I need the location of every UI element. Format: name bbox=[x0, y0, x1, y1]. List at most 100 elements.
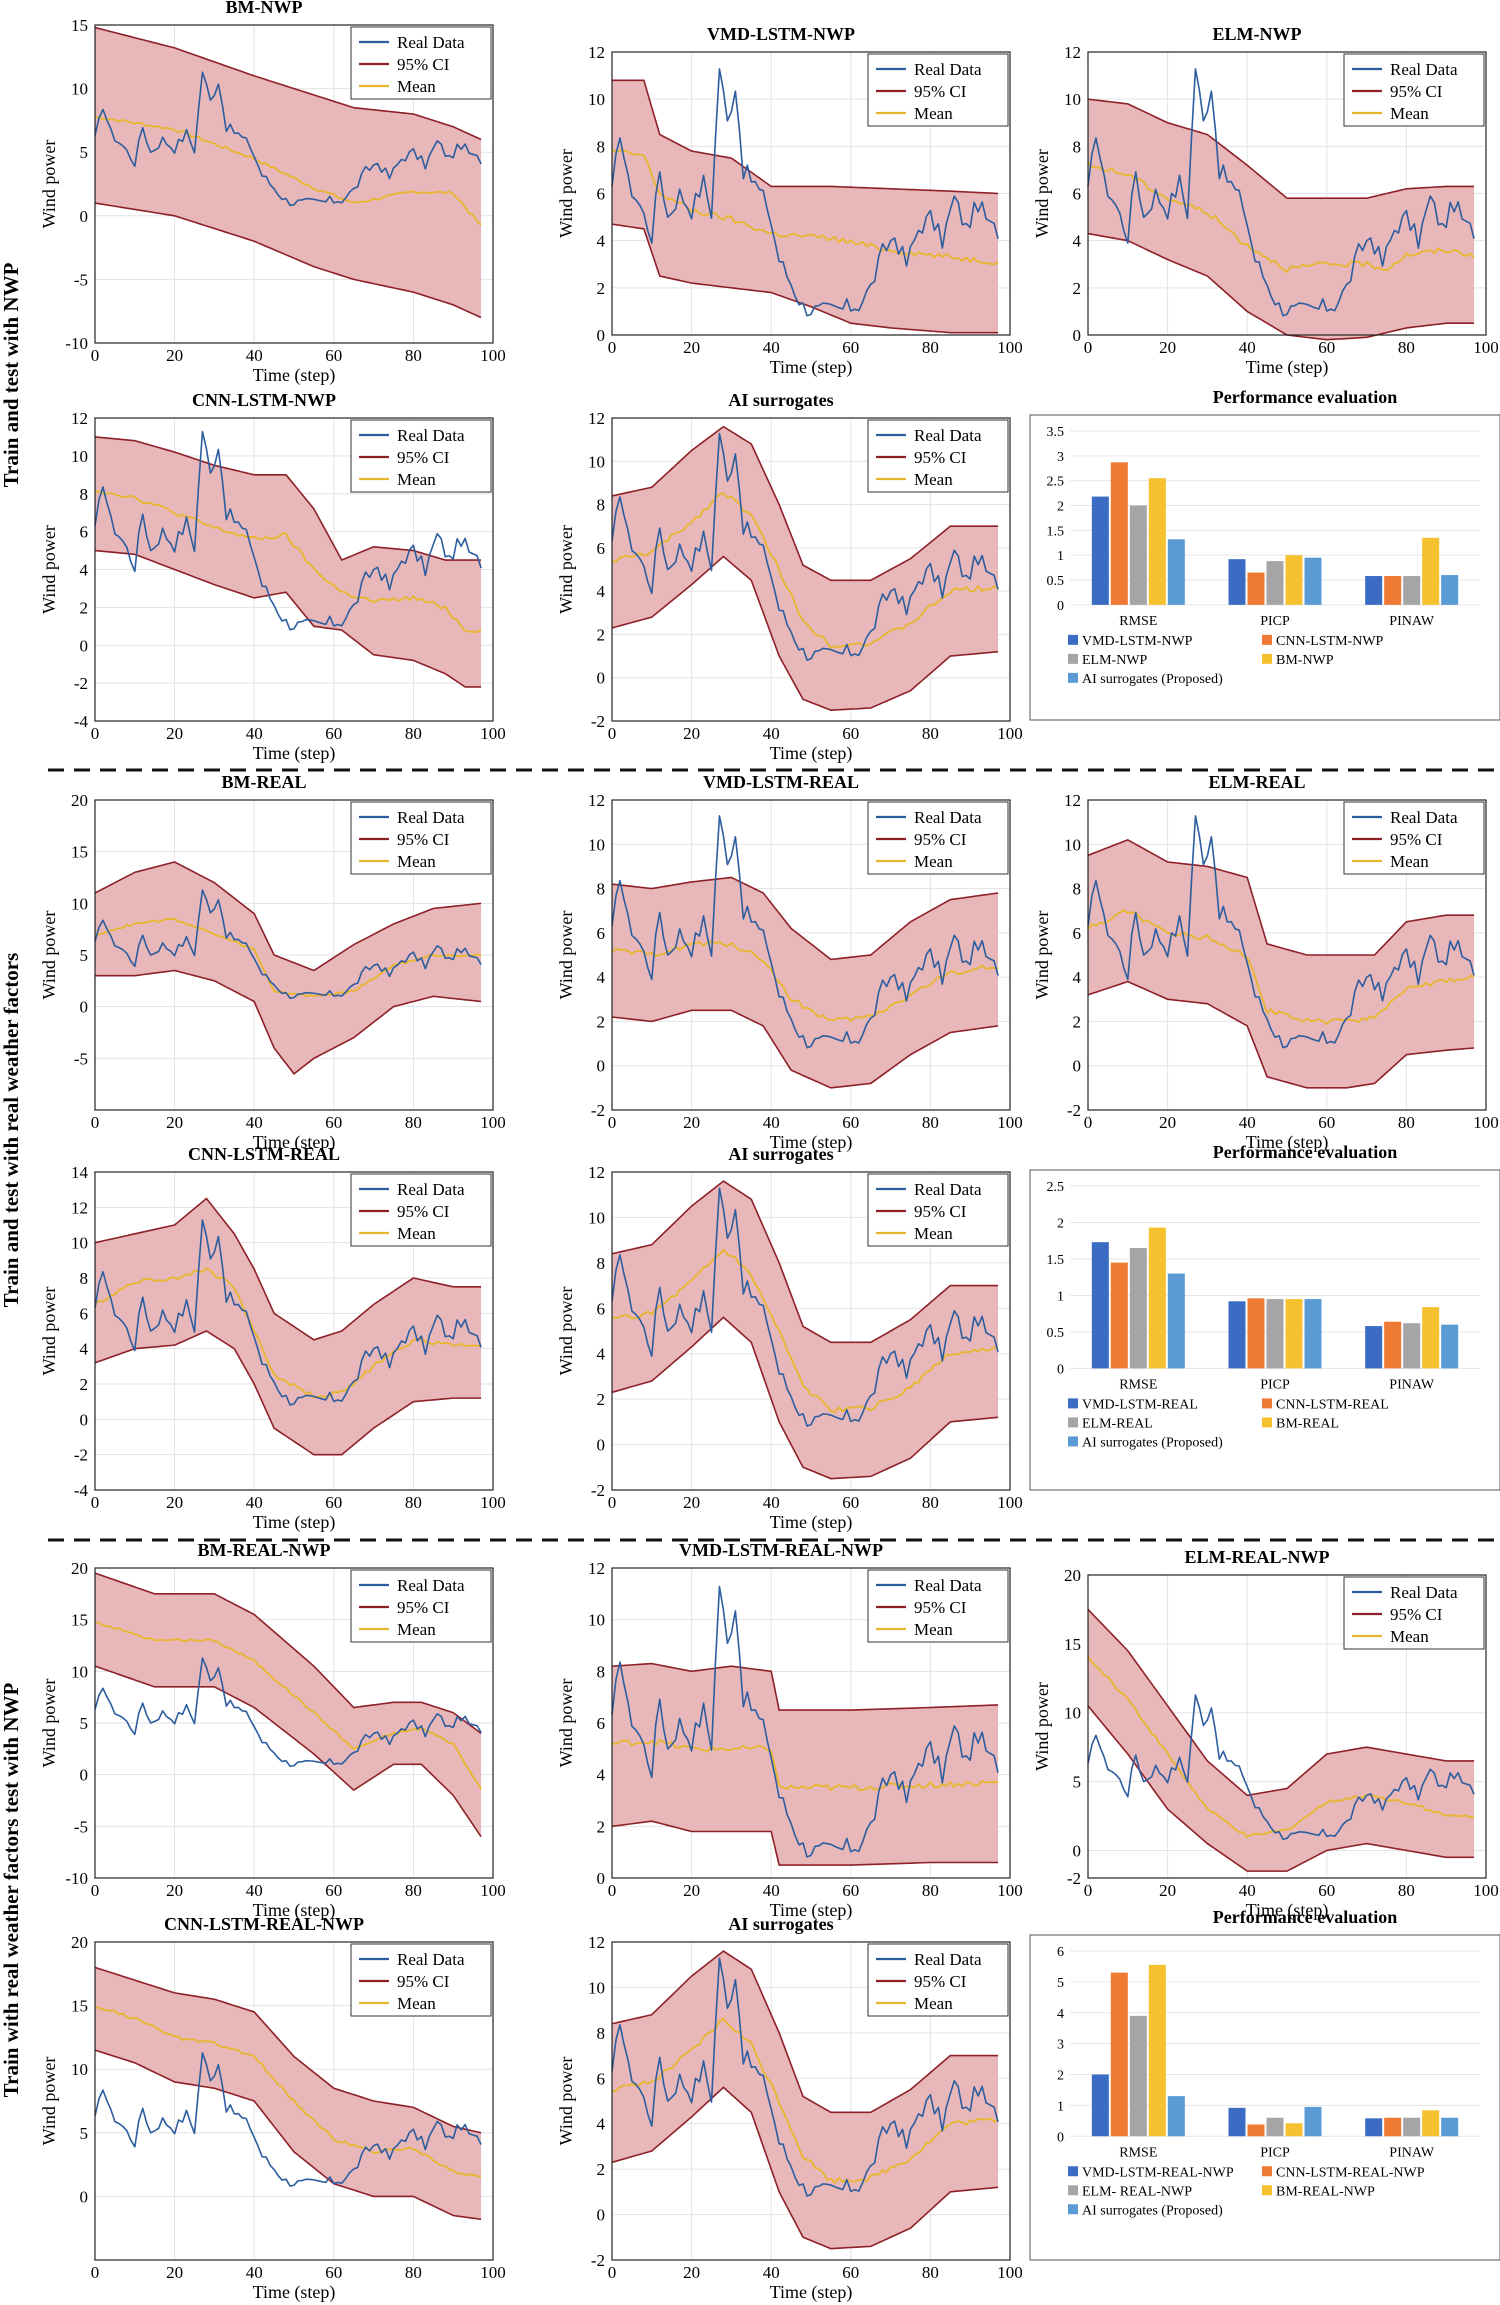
y-tick-label: 1.5 bbox=[1047, 1253, 1065, 1268]
bar-picp-3 bbox=[1285, 1299, 1303, 1369]
legend-label: BM-REAL bbox=[1276, 1416, 1339, 1431]
x-tick-label: 80 bbox=[922, 1493, 939, 1512]
y-tick-label: 12 bbox=[588, 791, 605, 810]
legend-label: CNN-LSTM-NWP bbox=[1276, 634, 1384, 649]
mean-line bbox=[94, 2006, 482, 2178]
legend-swatch bbox=[1262, 1398, 1272, 1409]
ci-lower-line bbox=[94, 1330, 482, 1456]
x-tick-label: 100 bbox=[480, 2263, 506, 2282]
y-tick-label: 0 bbox=[80, 207, 89, 226]
legend-label-real-data: Real Data bbox=[397, 426, 465, 445]
y-tick-label: 0.5 bbox=[1047, 1326, 1065, 1341]
legend-swatch bbox=[1068, 1398, 1078, 1409]
x-category-label: PINAW bbox=[1389, 2145, 1435, 2160]
ci-band bbox=[612, 1951, 999, 2249]
x-axis-label: Time (step) bbox=[253, 2282, 336, 2303]
x-tick-label: 40 bbox=[1239, 1881, 1256, 1900]
y-tick-label: 10 bbox=[71, 2060, 88, 2079]
y-tick-label: 12 bbox=[71, 409, 88, 428]
y-tick-label: -2 bbox=[74, 674, 88, 693]
y-tick-label: 15 bbox=[71, 843, 88, 862]
legend-label-ci: 95% CI bbox=[1390, 1605, 1443, 1624]
mean-line bbox=[94, 115, 482, 226]
y-tick-label: 4 bbox=[597, 232, 606, 251]
y-tick-label: 0 bbox=[597, 1436, 606, 1455]
x-tick-label: 80 bbox=[922, 1881, 939, 1900]
plot-frame bbox=[611, 799, 1011, 1111]
bar-rmse-2 bbox=[1129, 1248, 1147, 1369]
y-tick-label: 10 bbox=[1064, 1704, 1081, 1723]
x-tick-label: 100 bbox=[997, 1113, 1023, 1132]
legend-label-real-data: Real Data bbox=[1390, 1583, 1458, 1602]
y-tick-label: 20 bbox=[71, 1559, 88, 1578]
x-tick-label: 80 bbox=[1398, 1881, 1415, 1900]
bar-picp-2 bbox=[1266, 2117, 1284, 2137]
chart-title: ELM-REAL bbox=[1208, 772, 1305, 792]
ci-lower-line bbox=[94, 549, 482, 688]
legend-swatch bbox=[1068, 2166, 1078, 2177]
x-tick-label: 40 bbox=[246, 1493, 263, 1512]
bar-picp-0 bbox=[1228, 559, 1246, 605]
y-tick-label: 8 bbox=[597, 880, 606, 899]
plot-frame bbox=[611, 1171, 1011, 1491]
x-tick-label: 100 bbox=[1473, 338, 1499, 357]
x-tick-label: 20 bbox=[166, 346, 183, 365]
y-tick-label: 12 bbox=[588, 409, 605, 428]
x-axis-label: Time (step) bbox=[1246, 1132, 1329, 1153]
ci-band bbox=[612, 426, 999, 711]
legend-label-ci: 95% CI bbox=[397, 55, 450, 74]
bar-picp-1 bbox=[1247, 1298, 1265, 1369]
ci-upper-line bbox=[611, 1180, 999, 1344]
x-category-label: RMSE bbox=[1119, 614, 1157, 629]
x-tick-label: 60 bbox=[1318, 338, 1335, 357]
x-tick-label: 20 bbox=[166, 1113, 183, 1132]
y-tick-label: 10 bbox=[1064, 835, 1081, 854]
y-tick-label: 6 bbox=[597, 2069, 606, 2088]
bar-picp-1 bbox=[1247, 2124, 1265, 2137]
ci-upper-line bbox=[612, 79, 999, 195]
y-tick-label: 6 bbox=[1057, 1945, 1064, 1960]
y-tick-label: 14 bbox=[71, 1163, 89, 1182]
chart-title: Performance evaluation bbox=[1213, 1907, 1397, 1927]
x-tick-label: 20 bbox=[683, 1113, 700, 1132]
x-tick-label: 80 bbox=[405, 1493, 422, 1512]
x-tick-label: 20 bbox=[1159, 1881, 1176, 1900]
chart-title: BM-REAL-NWP bbox=[198, 1540, 331, 1560]
ci-lower-line bbox=[94, 2049, 482, 2221]
legend-label-ci: 95% CI bbox=[397, 1972, 450, 1991]
y-tick-label: 5 bbox=[80, 143, 89, 162]
mean-line bbox=[611, 492, 999, 649]
real-data-line bbox=[611, 815, 999, 1049]
y-tick-label: 8 bbox=[597, 1254, 606, 1273]
x-tick-label: 40 bbox=[763, 338, 780, 357]
x-tick-label: 40 bbox=[763, 2263, 780, 2282]
y-tick-label: 12 bbox=[588, 1163, 605, 1182]
plot-frame bbox=[611, 51, 1011, 336]
x-tick-label: 40 bbox=[246, 1113, 263, 1132]
legend-label-real-data: Real Data bbox=[914, 1950, 982, 1969]
chart-title: BM-REAL bbox=[222, 772, 307, 792]
bar-pinaw-2 bbox=[1403, 1323, 1421, 1369]
mean-line bbox=[94, 490, 482, 633]
x-tick-label: 0 bbox=[1084, 1113, 1093, 1132]
bar-pinaw-0 bbox=[1365, 1326, 1383, 1369]
y-tick-label: 4 bbox=[597, 2115, 606, 2134]
x-axis-label: Time (step) bbox=[253, 1900, 336, 1921]
y-tick-label: 15 bbox=[71, 1997, 88, 2016]
chart-title: AI surrogates bbox=[728, 1144, 833, 1164]
x-axis-label: Time (step) bbox=[253, 1512, 336, 1533]
x-axis-label: Time (step) bbox=[770, 743, 853, 764]
legend-label: BM-REAL-NWP bbox=[1276, 2184, 1375, 2199]
y-tick-label: 20 bbox=[1064, 1566, 1081, 1585]
chart-title: ELM-NWP bbox=[1213, 24, 1302, 44]
y-tick-label: 0 bbox=[1057, 1362, 1064, 1377]
plot-frame bbox=[1087, 51, 1487, 336]
legend-label: ELM-REAL bbox=[1082, 1416, 1153, 1431]
y-tick-label: 8 bbox=[80, 1269, 89, 1288]
x-axis-label: Time (step) bbox=[770, 1512, 853, 1533]
real-data-line bbox=[1087, 815, 1475, 1049]
legend-label-ci: 95% CI bbox=[1390, 830, 1443, 849]
x-tick-label: 100 bbox=[480, 346, 506, 365]
legend-label-ci: 95% CI bbox=[1390, 82, 1443, 101]
